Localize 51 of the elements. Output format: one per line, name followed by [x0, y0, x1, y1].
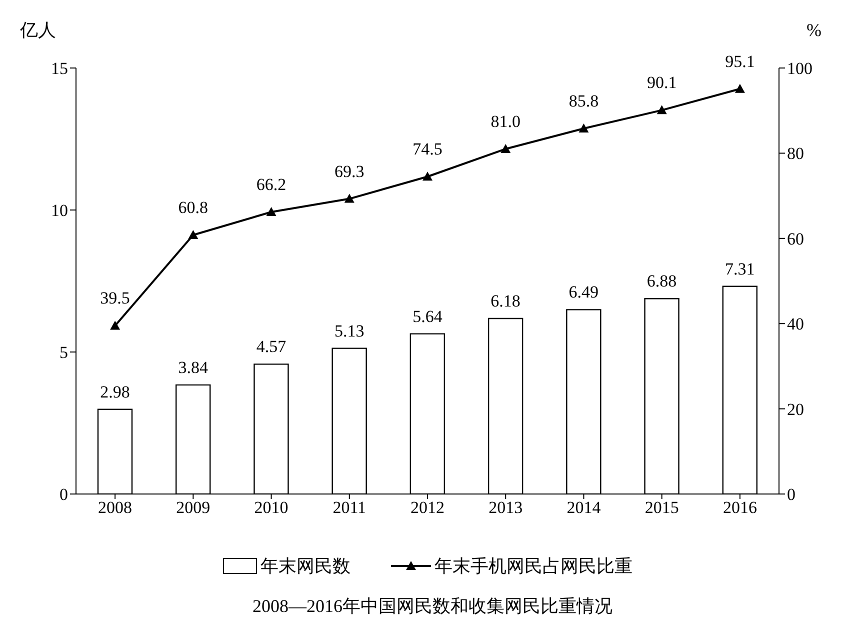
data-label: 5.13	[334, 321, 364, 340]
data-label: 60.8	[178, 198, 208, 217]
data-label: 66.2	[256, 174, 286, 194]
point	[734, 84, 745, 93]
x-tick-label: 2008	[98, 498, 132, 518]
x-tick-label: 2014	[566, 498, 602, 518]
y2-tick-label: 60	[787, 229, 804, 248]
data-label: 69.3	[334, 162, 364, 181]
x-tick-label: 2016	[722, 498, 757, 518]
data-label: 90.1	[646, 73, 677, 92]
legend-label: 年末手机网民占网民比重	[434, 555, 632, 578]
data-label: 3.84	[178, 358, 208, 377]
y-tick-label: 15	[51, 59, 68, 78]
x-tick-label: 2015	[644, 498, 679, 518]
point	[656, 105, 667, 114]
data-label: 95.1	[725, 52, 755, 71]
data-label: 85.8	[568, 91, 599, 110]
point	[344, 194, 354, 203]
point	[188, 230, 198, 239]
data-label: 5.64	[412, 306, 443, 326]
y2-axis-title: %	[806, 20, 822, 40]
y-tick-label: 5	[60, 343, 68, 362]
x-tick-label: 2011	[332, 498, 366, 518]
point	[500, 144, 511, 153]
data-label: 6.88	[646, 272, 677, 291]
y-axis-title: 亿人	[19, 20, 56, 40]
data-label: 6.49	[568, 282, 599, 302]
point	[266, 206, 276, 216]
data-label: 6.18	[490, 291, 520, 310]
data-label: 74.5	[412, 140, 442, 159]
point	[110, 320, 120, 330]
point	[422, 172, 432, 181]
x-tick-label: 2009	[176, 498, 210, 518]
data-label: 2.98	[100, 382, 130, 402]
y-tick-label: 0	[60, 485, 68, 504]
y2-tick-label: 0	[787, 485, 796, 504]
x-tick-label: 2012	[410, 498, 444, 518]
data-label: 7.31	[725, 259, 755, 278]
y-tick-label: 10	[51, 201, 68, 220]
x-tick-label: 2010	[254, 498, 288, 518]
y2-tick-label: 40	[787, 314, 804, 334]
x-tick-label: 2013	[488, 498, 523, 518]
data-label: 81.0	[490, 112, 520, 131]
y2-tick-label: 80	[787, 144, 804, 164]
data-label: 4.57	[256, 337, 287, 356]
legend-label: 年末网民数	[260, 555, 350, 578]
point	[578, 123, 589, 132]
data-label: 39.5	[100, 288, 130, 308]
text: 2008—2016年中国网民数和收集网民比重情况	[252, 595, 614, 618]
y2-tick-label: 100	[787, 59, 812, 78]
y2-tick-label: 20	[787, 400, 804, 419]
